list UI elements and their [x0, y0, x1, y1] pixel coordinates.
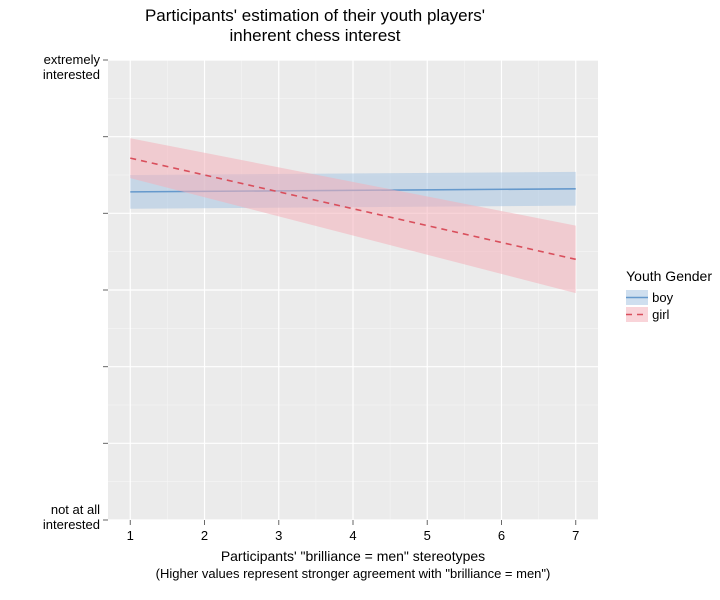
x-tick-label: 4	[349, 528, 356, 543]
chart-container: Participants' estimation of their youth …	[0, 0, 720, 600]
y-axis-top-label: extremelyinterested	[43, 52, 100, 82]
x-tick-label: 5	[424, 528, 431, 543]
x-axis-note: (Higher values represent stronger agreem…	[54, 566, 652, 581]
x-axis-label: Participants' "brilliance = men" stereot…	[54, 548, 652, 564]
title-line-1: Participants' estimation of their youth …	[145, 6, 485, 25]
chart-title: Participants' estimation of their youth …	[0, 6, 630, 45]
legend-label: boy	[652, 290, 673, 305]
x-tick-label: 1	[127, 528, 134, 543]
legend-title: Youth Gender	[626, 268, 712, 284]
legend-item-boy: boy	[626, 290, 712, 305]
x-tick-label: 3	[275, 528, 282, 543]
legend-label: girl	[652, 307, 669, 322]
legend-item-girl: girl	[626, 307, 712, 322]
legend-swatch-boy	[626, 290, 648, 305]
plot-area: 1234567	[108, 60, 598, 520]
legend-swatch-girl	[626, 307, 648, 322]
title-line-2: inherent chess interest	[229, 26, 400, 45]
y-axis-bottom-label: not at allinterested	[43, 502, 100, 532]
x-tick-label: 7	[572, 528, 579, 543]
legend: Youth Gender boy girl	[626, 268, 712, 324]
x-tick-label: 2	[201, 528, 208, 543]
x-tick-label: 6	[498, 528, 505, 543]
